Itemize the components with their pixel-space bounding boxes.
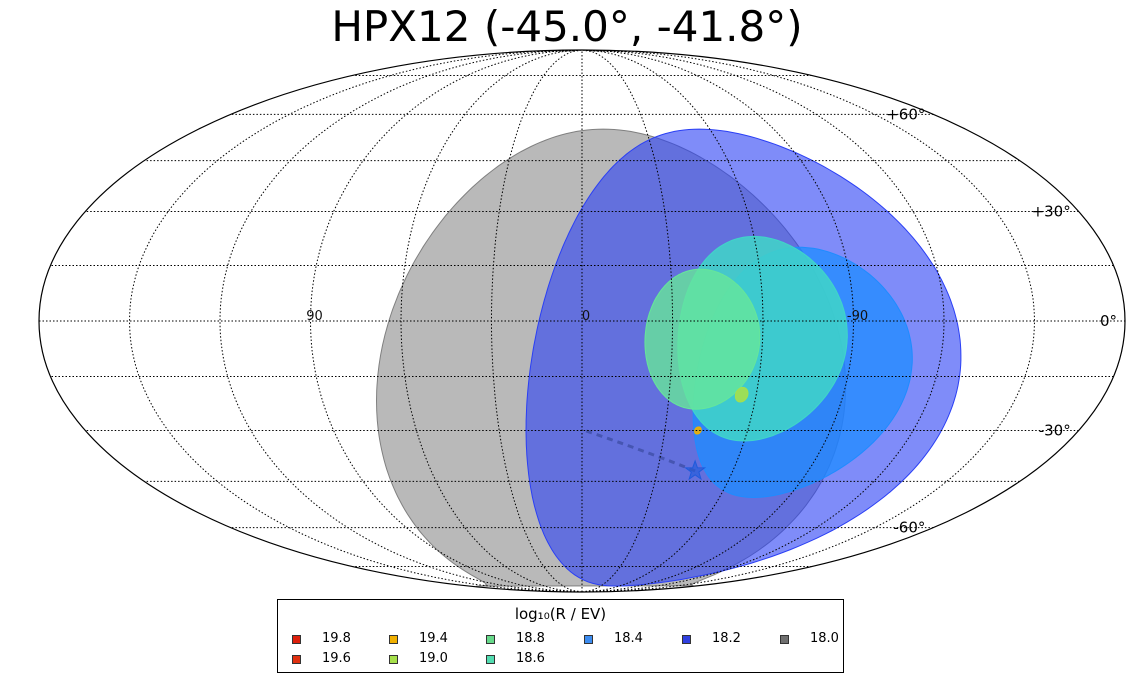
legend-swatch: [780, 635, 789, 644]
meridian-30: [491, 49, 583, 593]
legend-swatch: [389, 655, 398, 664]
legend-label: 18.8: [516, 631, 545, 646]
lon-tick-label: -90: [847, 309, 868, 324]
meridian--60: [581, 49, 764, 593]
legend-swatch: [486, 655, 495, 664]
legend-title: log₁₀(R / EV): [514, 605, 607, 623]
legend-swatch: [389, 635, 398, 644]
mollweide-sky-map: +60° +30° 0° -30° -60° 90 0 -90: [38, 49, 1126, 593]
chart-title: HPX12 (-45.0°, -41.8°): [331, 2, 803, 51]
lon-tick-label: 0: [582, 309, 590, 324]
region-19: [734, 386, 749, 403]
source-star-marker: [684, 459, 707, 481]
legend-label: 19.8: [322, 631, 351, 646]
lat-tick-label: +60°: [886, 105, 925, 123]
legend-swatch: [486, 635, 495, 644]
legend-label: 19.4: [419, 631, 448, 646]
meridian-120: [219, 49, 583, 593]
sky-outline: [38, 49, 1126, 593]
chart-legend: log₁₀(R / EV) 19.8 19.6 19.4 19.0 18.8 18.6 18…: [277, 599, 844, 673]
meridian-60: [400, 49, 583, 593]
lat-tick-label: -30°: [1039, 421, 1071, 439]
region-19.4: [694, 426, 702, 435]
meridian--150: [581, 49, 1036, 593]
sky-regions: [375, 128, 962, 587]
lon-tick-label: 90: [306, 309, 323, 324]
lat-tick-label: +30°: [1032, 203, 1071, 221]
legend-label: 19.0: [419, 651, 448, 666]
region-18.8: [644, 268, 761, 410]
meridian--120: [581, 49, 945, 593]
deflection-track: [584, 429, 696, 473]
legend-swatch: [682, 635, 691, 644]
lat-tick-label: 0°: [1100, 312, 1117, 330]
legend-swatch: [584, 635, 593, 644]
meridian--30: [581, 49, 673, 593]
legend-label: 18.4: [614, 631, 643, 646]
legend-swatch: [292, 635, 301, 644]
legend-label: 18.0: [810, 631, 839, 646]
legend-label: 19.6: [322, 651, 351, 666]
lat-tick-label: -60°: [893, 519, 925, 537]
legend-label: 18.2: [712, 631, 741, 646]
legend-swatch: [292, 655, 301, 664]
legend-label: 18.6: [516, 651, 545, 666]
meridian-150: [128, 49, 583, 593]
